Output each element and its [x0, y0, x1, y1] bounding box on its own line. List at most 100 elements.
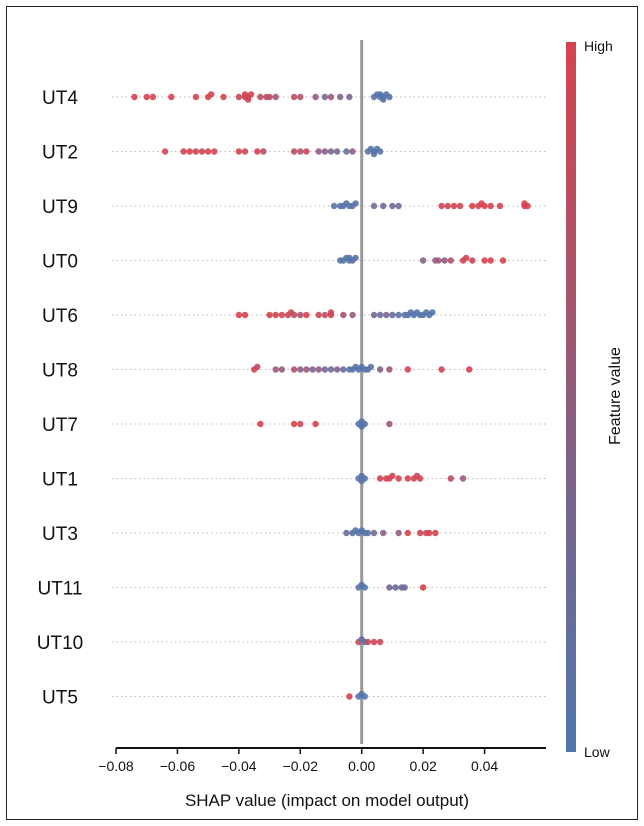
- shap-point: [211, 148, 218, 155]
- shap-point: [241, 311, 249, 319]
- shap-point: [364, 638, 372, 646]
- shap-point: [358, 477, 365, 485]
- feature-label: UT7: [42, 415, 78, 436]
- shap-point: [327, 148, 335, 155]
- shap-point: [321, 311, 329, 319]
- shap-point: [143, 93, 150, 101]
- colorbar-low-label: Low: [584, 744, 610, 760]
- shap-point: [278, 311, 286, 319]
- shap-point: [343, 529, 350, 537]
- shap-point: [383, 311, 390, 319]
- feature-label: UT4: [42, 88, 78, 109]
- shap-point: [438, 366, 445, 373]
- shap-point: [312, 93, 319, 101]
- shap-point: [297, 311, 304, 319]
- shap-point: [389, 202, 396, 210]
- shap-point: [340, 366, 347, 373]
- shap-point: [370, 529, 378, 537]
- shap-point: [367, 363, 375, 371]
- shap-point: [462, 254, 470, 262]
- shap-point: [254, 148, 261, 155]
- shap-point: [361, 693, 368, 700]
- shap-point: [487, 202, 494, 210]
- shap-point: [186, 148, 193, 155]
- feature-label: UT11: [37, 579, 82, 600]
- shap-point: [389, 472, 396, 480]
- shap-point: [395, 529, 402, 537]
- shap-point: [386, 366, 393, 373]
- shap-point: [447, 257, 454, 264]
- shap-point: [469, 257, 476, 264]
- shap-point: [459, 475, 467, 482]
- shap-point: [429, 309, 436, 316]
- shap-point: [349, 311, 356, 319]
- shap-point: [441, 257, 448, 264]
- shap-point: [204, 148, 212, 155]
- shap-point: [340, 311, 347, 319]
- shap-point: [272, 366, 279, 373]
- shap-point: [309, 366, 316, 373]
- shap-point: [376, 475, 384, 482]
- shap-point: [278, 366, 286, 373]
- shap-point: [290, 148, 298, 155]
- shap-point: [346, 254, 353, 262]
- shap-point: [297, 366, 304, 373]
- shap-point: [244, 96, 252, 103]
- shap-point: [395, 475, 402, 482]
- shap-point: [361, 584, 368, 591]
- shap-point: [466, 366, 473, 373]
- shap-point: [192, 148, 200, 155]
- shap-point: [419, 257, 427, 264]
- shap-point: [376, 366, 384, 373]
- shap-point: [364, 529, 372, 537]
- colorbar-high-label: High: [584, 38, 613, 54]
- feature-label: UT1: [42, 470, 78, 491]
- shap-point: [380, 529, 387, 537]
- x-tick-label: −0.06: [160, 758, 196, 774]
- shap-point: [370, 202, 378, 210]
- shap-point: [389, 311, 396, 319]
- shap-point: [257, 420, 264, 428]
- shap-point: [327, 93, 335, 101]
- shap-point: [333, 148, 341, 155]
- shap-point: [290, 311, 298, 319]
- feature-label: UT5: [42, 688, 78, 709]
- shap-point: [327, 366, 335, 373]
- shap-point: [386, 584, 393, 591]
- shap-point: [297, 420, 304, 428]
- shap-point: [235, 311, 243, 319]
- x-tick-label: 0.02: [410, 758, 437, 774]
- shap-point: [337, 93, 344, 101]
- shap-point: [315, 311, 322, 319]
- shap-point: [395, 202, 402, 210]
- shap-point: [346, 693, 353, 700]
- shap-point: [321, 93, 329, 101]
- shap-point: [349, 148, 356, 155]
- shap-point: [321, 366, 329, 373]
- shap-point: [266, 93, 273, 101]
- shap-point: [487, 257, 494, 264]
- shap-point: [435, 257, 442, 264]
- shap-point: [386, 420, 393, 428]
- shap-point: [376, 91, 384, 98]
- shap-point: [241, 148, 249, 155]
- shap-point: [370, 311, 378, 319]
- shap-point: [380, 96, 387, 103]
- shap-point: [161, 148, 169, 155]
- shap-point: [401, 584, 408, 591]
- shap-point: [392, 584, 399, 591]
- shap-point: [481, 257, 488, 264]
- shap-point: [272, 311, 279, 319]
- shap-point: [499, 257, 507, 264]
- shap-point: [168, 93, 175, 101]
- shap-point: [198, 148, 206, 155]
- shap-point: [220, 93, 227, 101]
- shap-point: [395, 311, 402, 319]
- shap-point: [241, 91, 249, 98]
- shap-point: [386, 93, 393, 101]
- shap-point: [321, 148, 329, 155]
- feature-label: UT6: [42, 306, 78, 327]
- shap-point: [376, 148, 384, 155]
- shap-point: [254, 363, 261, 371]
- shap-point: [330, 202, 338, 210]
